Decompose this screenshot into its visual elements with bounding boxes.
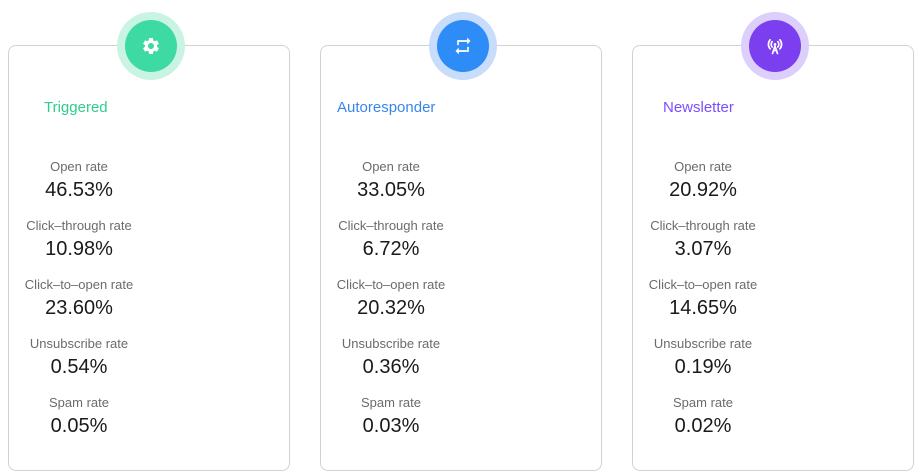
metric-spam-rate: Spam rate 0.02%	[633, 394, 773, 453]
metric-label: Open rate	[50, 159, 108, 174]
card-title: Triggered	[44, 99, 108, 116]
metric-value: 0.02%	[674, 415, 732, 437]
repeat-arrows-icon	[453, 36, 473, 56]
card-title: Newsletter	[663, 99, 734, 116]
metric-label: Click–through rate	[338, 218, 444, 233]
metric-open-rate: Open rate 46.53%	[9, 158, 149, 217]
metric-value: 0.19%	[674, 356, 732, 378]
card-badge	[429, 12, 497, 80]
metric-label: Spam rate	[673, 395, 733, 410]
metric-open-rate: Open rate 20.92%	[633, 158, 773, 217]
metric-value: 0.03%	[362, 415, 420, 437]
metric-value: 0.36%	[362, 356, 420, 378]
metric-value: 3.07%	[674, 238, 732, 260]
metric-click-through-rate: Click–through rate 6.72%	[321, 217, 461, 276]
card-badge-inner	[125, 20, 177, 72]
card-badge	[117, 12, 185, 80]
metric-label: Click–to–open rate	[648, 277, 758, 292]
metric-label: Open rate	[362, 159, 420, 174]
metric-unsubscribe-rate: Unsubscribe rate 0.54%	[9, 335, 149, 394]
metrics-list: Open rate 33.05% Click–through rate 6.72…	[321, 158, 461, 453]
metrics-list: Open rate 46.53% Click–through rate 10.9…	[9, 158, 149, 453]
metric-click-through-rate: Click–through rate 3.07%	[633, 217, 773, 276]
card-badge	[741, 12, 809, 80]
metric-value: 20.32%	[357, 297, 425, 319]
metric-value: 20.92%	[669, 179, 737, 201]
metric-value: 0.54%	[50, 356, 108, 378]
metric-label: Click–through rate	[650, 218, 756, 233]
metric-value: 6.72%	[362, 238, 420, 260]
metric-click-through-rate: Click–through rate 10.98%	[9, 217, 149, 276]
metric-click-to-open-rate: Click–to–open rate 14.65%	[633, 276, 773, 335]
metrics-list: Open rate 20.92% Click–through rate 3.07…	[633, 158, 773, 453]
metric-value: 0.05%	[50, 415, 108, 437]
campaign-card-newsletter: Newsletter Open rate 20.92% Click–throug…	[632, 12, 914, 471]
metric-label: Unsubscribe rate	[341, 336, 441, 351]
metric-unsubscribe-rate: Unsubscribe rate 0.36%	[321, 335, 461, 394]
campaign-card-triggered: Triggered Open rate 46.53% Click–through…	[8, 12, 290, 471]
metric-click-to-open-rate: Click–to–open rate 23.60%	[9, 276, 149, 335]
metric-value: 23.60%	[45, 297, 113, 319]
card-badge-inner	[437, 20, 489, 72]
metric-label: Click–through rate	[26, 218, 132, 233]
metric-label: Unsubscribe rate	[29, 336, 129, 351]
metric-spam-rate: Spam rate 0.05%	[9, 394, 149, 453]
metric-label: Click–to–open rate	[24, 277, 134, 292]
metric-value: 10.98%	[45, 238, 113, 260]
campaign-card-autoresponder: Autoresponder Open rate 33.05% Click–thr…	[320, 12, 602, 471]
metric-unsubscribe-rate: Unsubscribe rate 0.19%	[633, 335, 773, 394]
metric-value: 14.65%	[669, 297, 737, 319]
metric-label: Click–to–open rate	[336, 277, 446, 292]
metric-label: Spam rate	[361, 395, 421, 410]
metric-value: 46.53%	[45, 179, 113, 201]
metric-label: Open rate	[674, 159, 732, 174]
metric-spam-rate: Spam rate 0.03%	[321, 394, 461, 453]
broadcast-icon	[765, 36, 785, 56]
card-badge-inner	[749, 20, 801, 72]
metric-label: Unsubscribe rate	[653, 336, 753, 351]
metric-open-rate: Open rate 33.05%	[321, 158, 461, 217]
metric-label: Spam rate	[49, 395, 109, 410]
metric-click-to-open-rate: Click–to–open rate 20.32%	[321, 276, 461, 335]
metric-value: 33.05%	[357, 179, 425, 201]
card-title: Autoresponder	[337, 99, 436, 116]
gear-icon	[141, 36, 161, 56]
